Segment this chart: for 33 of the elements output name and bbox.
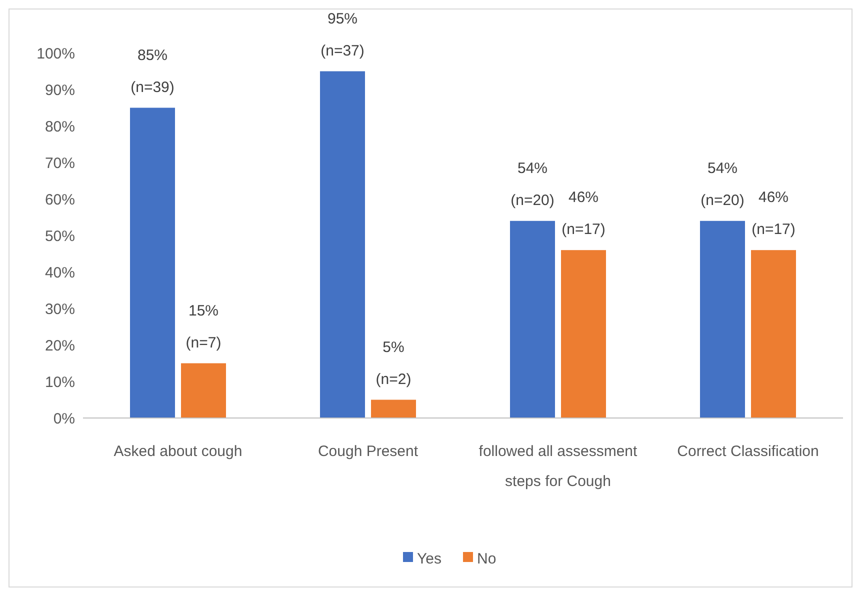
y-tick-label: 50% xyxy=(44,228,75,245)
bar xyxy=(751,250,796,418)
data-label: 46% (n=17) xyxy=(752,189,796,238)
y-tick-label: 40% xyxy=(44,264,75,282)
bar xyxy=(130,108,175,418)
bar xyxy=(320,71,365,418)
x-tick-label: Asked about cough xyxy=(114,443,242,460)
data-label: 54% (n=20) xyxy=(510,160,554,209)
bar xyxy=(181,363,226,418)
data-label: 46% (n=17) xyxy=(562,189,606,238)
data-label: 15% (n=7) xyxy=(186,302,222,352)
bar xyxy=(561,250,606,418)
bar xyxy=(510,220,555,418)
y-tick-label: 90% xyxy=(44,82,75,99)
y-tick-label: 0% xyxy=(53,410,75,428)
y-tick-label: 70% xyxy=(44,154,75,172)
y-tick-label: 30% xyxy=(44,300,75,318)
data-label: 54% (n=20) xyxy=(700,160,744,209)
y-tick-label: 20% xyxy=(44,337,75,354)
bar xyxy=(371,400,416,418)
x-tick-label: Cough Present xyxy=(318,443,419,460)
data-label: 5% (n=2) xyxy=(376,338,412,388)
y-tick-label: 100% xyxy=(36,45,75,62)
legend-label: Yes xyxy=(417,550,442,568)
y-tick-label: 80% xyxy=(44,118,75,136)
x-tick-label: followed all assessment steps for Cough xyxy=(478,443,638,490)
y-tick-label: 10% xyxy=(44,374,75,391)
data-label: 85% (n=39) xyxy=(130,46,174,96)
data-label: 95% (n=37) xyxy=(320,10,364,60)
y-tick-label: 60% xyxy=(44,191,75,208)
legend-label: No xyxy=(477,550,496,568)
x-tick-label: Correct Classification xyxy=(677,443,819,460)
bar xyxy=(700,220,745,418)
